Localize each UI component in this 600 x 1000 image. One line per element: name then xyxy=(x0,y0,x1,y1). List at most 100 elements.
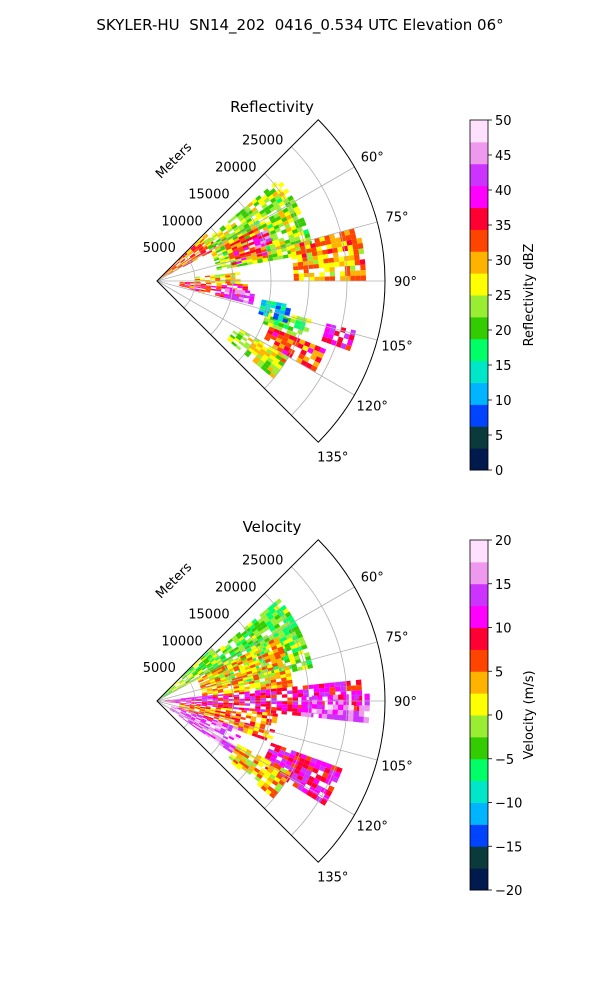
echo-cell xyxy=(197,678,204,682)
echo-cell xyxy=(228,252,234,256)
echo-cell xyxy=(305,318,312,324)
echo-cell xyxy=(230,262,237,266)
echo-cell xyxy=(307,663,314,669)
echo-cell xyxy=(277,210,285,216)
echo-cell xyxy=(254,631,261,638)
echo-cell xyxy=(233,688,240,691)
echo-cell xyxy=(211,733,217,738)
echo-cell xyxy=(254,775,261,782)
echo-cell xyxy=(250,698,256,701)
echo-cell xyxy=(275,773,283,780)
echo-cell xyxy=(337,336,344,343)
echo-cell xyxy=(210,734,216,740)
echo-cell xyxy=(220,678,227,683)
echo-cell xyxy=(260,785,268,792)
echo-cell xyxy=(220,664,227,669)
echo-cell xyxy=(180,702,186,705)
echo-cell xyxy=(291,621,298,629)
echo-cell xyxy=(170,685,175,690)
echo-cell xyxy=(180,711,186,715)
colorbar-swatch xyxy=(470,316,488,340)
echo-cell xyxy=(329,267,335,272)
echo-cell xyxy=(302,763,309,770)
echo-cell xyxy=(286,679,293,684)
echo-cell xyxy=(229,258,236,262)
echo-cell xyxy=(241,729,248,734)
echo-cell xyxy=(180,698,186,700)
echo-cell xyxy=(240,218,247,224)
echo-cell xyxy=(224,223,231,229)
echo-cell xyxy=(164,699,170,701)
echo-cell xyxy=(238,298,244,303)
echo-cell xyxy=(276,302,282,307)
echo-cell xyxy=(181,684,187,688)
echo-cell xyxy=(224,643,231,649)
echo-cell xyxy=(292,689,298,694)
echo-cell xyxy=(253,347,260,354)
colorbar-swatch xyxy=(470,715,488,738)
echo-cell xyxy=(236,263,243,267)
echo-cell xyxy=(300,359,308,367)
echo-cell xyxy=(215,678,221,683)
echo-cell xyxy=(194,708,200,711)
echo-cell xyxy=(269,229,277,235)
echo-cell xyxy=(285,342,293,349)
echo-cell xyxy=(314,276,320,281)
echo-cell xyxy=(198,661,204,666)
echo-cell xyxy=(313,264,320,269)
echo-cell xyxy=(184,706,190,709)
echo-cell xyxy=(236,659,243,664)
echo-cell xyxy=(223,295,229,299)
echo-cell xyxy=(249,721,256,726)
echo-cell xyxy=(249,246,256,252)
echo-cell xyxy=(212,653,218,659)
echo-cell xyxy=(246,712,252,717)
echo-cell xyxy=(185,670,190,675)
echo-cell xyxy=(290,331,298,337)
echo-cell xyxy=(284,210,291,217)
echo-cell xyxy=(217,670,224,675)
echo-cell xyxy=(231,215,238,221)
echo-cell xyxy=(234,698,240,701)
echo-cell xyxy=(359,705,365,712)
echo-cell xyxy=(192,662,198,668)
echo-cell xyxy=(177,264,183,268)
echo-cell xyxy=(215,276,221,279)
echo-cell xyxy=(313,763,321,770)
echo-cell xyxy=(280,746,287,752)
echo-cell xyxy=(259,639,266,646)
echo-cell xyxy=(163,273,169,277)
echo-cell xyxy=(323,767,331,774)
echo-cell xyxy=(219,259,226,263)
echo-cell xyxy=(279,670,286,676)
echo-cell xyxy=(253,639,260,646)
echo-cell xyxy=(201,666,208,671)
echo-cell xyxy=(333,771,341,779)
echo-cell xyxy=(262,362,270,369)
colorbar-tick-label: −20 xyxy=(495,884,522,899)
echo-cell xyxy=(214,677,221,681)
echo-cell xyxy=(201,656,207,662)
echo-cell xyxy=(259,200,266,207)
echo-cell xyxy=(196,714,203,717)
echo-cell xyxy=(219,729,226,734)
colorbar-swatch xyxy=(470,185,488,208)
echo-cell xyxy=(261,203,268,210)
echo-cell xyxy=(199,247,205,253)
echo-cell xyxy=(230,231,236,237)
echo-cell xyxy=(243,246,250,251)
echo-cell xyxy=(245,253,252,258)
echo-cell xyxy=(167,269,172,273)
echo-cell xyxy=(250,718,257,723)
echo-cell xyxy=(307,260,314,266)
echo-cell xyxy=(249,695,256,699)
echo-cell xyxy=(320,761,328,768)
echo-cell xyxy=(212,702,218,705)
echo-cell xyxy=(212,719,218,723)
echo-cell xyxy=(196,667,202,672)
echo-cell xyxy=(217,239,223,245)
echo-cell xyxy=(297,353,306,360)
echo-cell xyxy=(282,627,289,633)
echo-cell xyxy=(200,719,207,723)
echo-cell xyxy=(274,308,281,314)
